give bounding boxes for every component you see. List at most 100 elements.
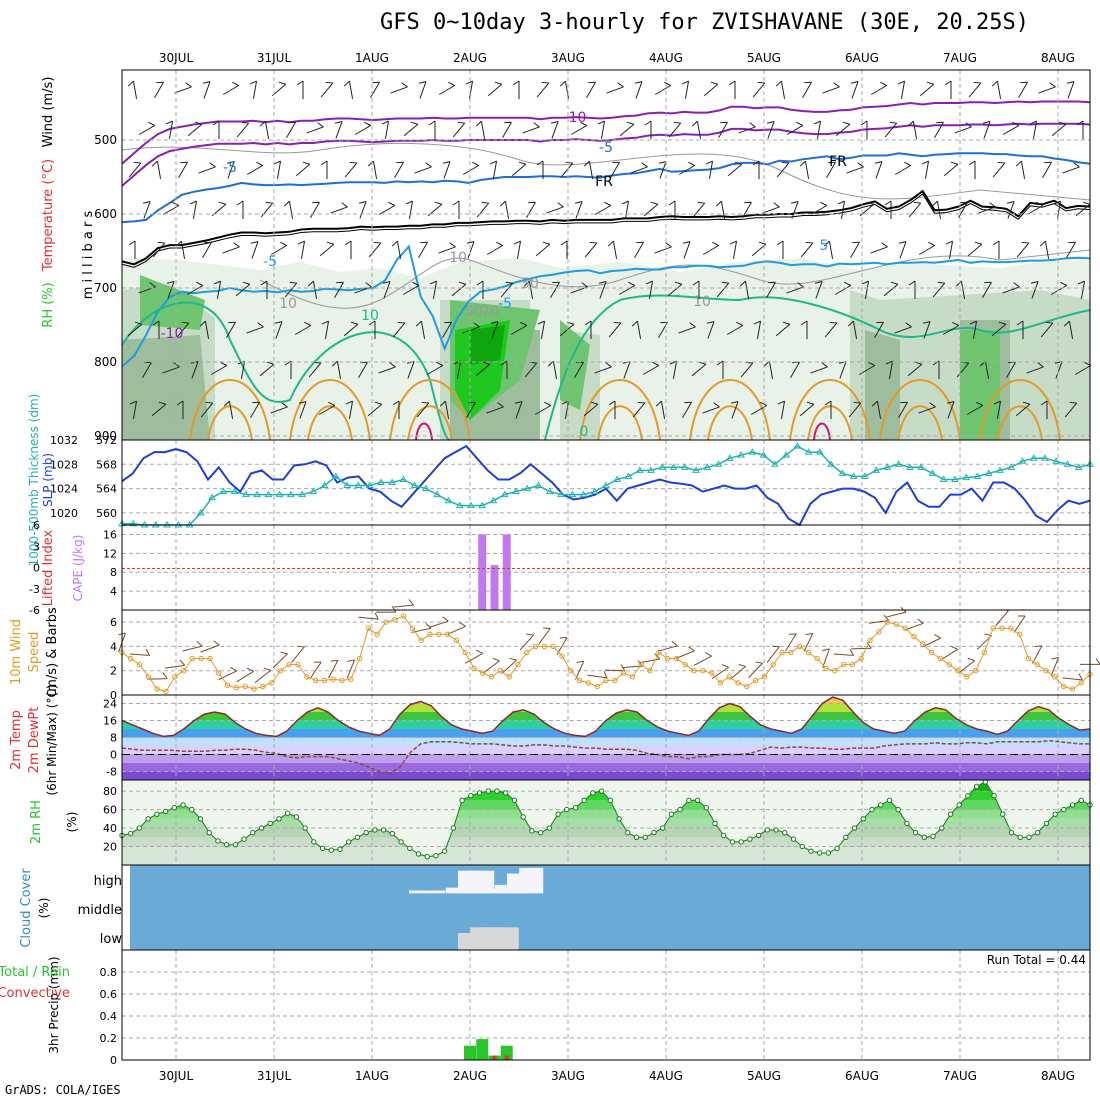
temp2m-line [121,696,1091,738]
rh2m-point [1017,834,1023,840]
wind-barb [728,80,736,99]
wind-barb [165,120,174,139]
wind-barb [729,240,738,259]
temp-contour-plus10 [121,294,1091,441]
wind-barb [320,160,328,179]
wind-barb [212,120,220,139]
wind-barb [885,360,894,379]
thickness-point [1052,457,1061,464]
wind-barb [330,202,348,214]
cape-tick-1: 8 [110,566,117,579]
rh2m-point [354,834,361,840]
wind-barb [810,201,828,215]
wind10m-point [717,680,724,686]
wind-barb [176,400,184,419]
wind10m-point [832,668,838,674]
thickness-point [624,472,633,479]
wind10m-point [559,653,565,659]
rh2m-point [834,845,840,852]
wind-barb [978,202,996,214]
wind10m-point [964,674,970,680]
wind-barb [334,121,343,139]
wind-barb [178,161,188,179]
wind-barb [1063,320,1074,339]
rh2m-point [677,806,683,813]
wind-barb [546,202,564,214]
wind10m-point [356,655,363,662]
thickness-point [984,469,993,476]
wind10m-barb [328,659,339,679]
rh2m-point [1026,834,1032,840]
date-label-bottom-9: 8AUG [1041,1069,1075,1083]
rh2m-point [171,805,178,811]
mb-tick-2: 700 [94,281,117,295]
cloud-low-bar-3 [494,927,519,950]
rh2m-point [162,808,169,815]
rh2m-point [511,797,518,804]
wind-barb [526,201,536,219]
thickness-point [455,501,464,509]
wind10m-barb [411,622,432,633]
wind-barb [295,161,311,177]
wind10m-axis-label-1: 10m Wind [9,619,24,685]
wind-barb [918,241,936,255]
contour-label-12: 10 [693,294,711,310]
wind-barb [418,241,428,259]
wind10m-point [1034,661,1040,668]
wind-barb [1018,81,1028,99]
wind-barb [514,401,523,419]
wind-barb [897,80,906,99]
cloud-level-high: high [94,874,122,889]
temp-contour-plus15-0 [189,379,271,441]
temp2m-axis-label-2: 2m DewPt [27,707,42,774]
rh2m-point [956,802,962,808]
cloud-high-bar-4 [470,870,495,894]
temp2m-band-4 [122,737,1090,746]
rh2m-point [886,797,893,804]
thickness-point [827,460,835,467]
wind10m-point [471,665,477,671]
wind10m-point [823,665,829,671]
thickness-point [388,478,397,485]
wind-barb [967,241,983,257]
wind-barb [776,240,784,259]
wind-barb [249,80,258,99]
thickness-point [545,487,554,495]
wind10m-barb [604,664,626,672]
rh2m-point [180,802,186,808]
temp-contour-plus15-6 [879,379,961,441]
wind-barb [919,81,935,97]
wind-barb [655,400,666,419]
wind-barb [1066,241,1076,259]
wind-barb [702,402,720,414]
wind-barb [870,81,888,95]
thickness-point [1018,457,1027,464]
wind10m-point [128,655,134,662]
wind10m-point [1052,674,1058,680]
date-label-bottom-5: 4AUG [649,1069,683,1083]
wind-barb [284,281,298,298]
wind10m-point [427,631,433,637]
cloud-high-bar-6 [494,884,519,894]
wind-barb [790,201,799,219]
rh2m-band-5 [122,800,1090,810]
wind10m-point [497,668,504,674]
rh2m-point [694,797,701,804]
wind-barb [294,321,312,335]
wind-barb [536,81,550,98]
wind10m-barb [254,667,271,684]
rh2m-band-3 [122,818,1090,829]
rh2m-point [389,830,396,837]
wind10m-point [251,686,257,692]
wind-barb [367,401,383,417]
wind10m-barb [200,640,220,653]
thickness-point [500,490,509,498]
wind-barb [402,281,420,295]
rh2m-point [232,841,239,848]
wind10m-point [304,674,310,680]
contour-label-5: -5 [263,254,277,270]
temp-contour-minus15 [121,100,1091,165]
wind10m-point [656,649,662,656]
grads-credit: GrADS: COLA/IGES [5,1083,121,1097]
wind-barb [487,81,503,97]
